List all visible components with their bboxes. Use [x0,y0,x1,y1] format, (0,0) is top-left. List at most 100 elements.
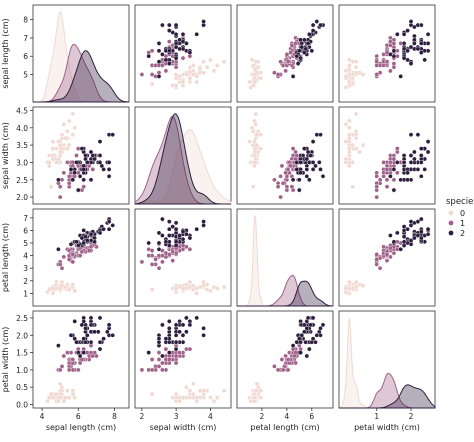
data-point-2 [301,322,307,328]
data-point-1 [272,177,277,183]
data-point-2 [156,59,162,65]
data-point-2 [305,41,311,46]
data-point-2 [412,156,417,162]
data-point-2 [106,160,112,165]
data-point-1 [284,52,290,57]
data-point-2 [308,153,313,158]
data-point-2 [173,220,179,226]
subplot-r0-c2 [236,4,334,103]
data-point-2 [304,353,310,359]
data-point-2 [88,322,94,328]
data-point-2 [418,50,424,55]
data-point-2 [166,219,172,224]
data-point-2 [401,234,407,239]
subplot-r3-c2: 2 4 6 petal length (cm) [236,310,334,432]
data-point-2 [166,350,172,355]
data-point-1 [166,39,172,44]
y-tick-label: 1.0 [16,366,28,375]
data-point-2 [401,224,407,229]
data-point-1 [377,177,383,183]
subplot-frame [236,310,334,409]
data-point-2 [310,160,316,165]
data-point-0 [184,72,189,77]
data-point-2 [97,346,103,352]
data-point-0 [201,388,206,394]
data-point-2 [160,322,165,328]
data-point-0 [250,63,256,68]
data-point-2 [391,48,397,54]
data-point-1 [86,248,92,253]
data-point-1 [57,194,63,200]
data-point-0 [343,74,349,79]
data-point-1 [187,346,193,352]
data-point-2 [408,238,414,243]
data-point-2 [388,173,393,179]
kde-curve-0 [134,129,232,205]
data-point-0 [50,139,56,144]
data-point-1 [278,173,283,179]
data-point-0 [149,81,155,86]
data-point-2 [88,177,94,183]
data-point-2 [166,226,172,232]
data-point-1 [391,156,397,162]
data-point-0 [194,74,199,79]
data-point-0 [59,132,65,137]
data-point-1 [384,258,390,263]
data-point-0 [54,160,59,165]
data-point-0 [173,75,179,81]
data-point-0 [180,79,186,85]
data-point-2 [201,219,206,224]
data-point-2 [408,219,414,224]
data-point-0 [258,388,264,394]
x-axis-label: petal length (cm) [250,423,319,432]
x-tick-label: 1 [374,412,379,421]
data-point-0 [350,59,356,65]
data-point-0 [47,160,52,165]
data-point-1 [374,252,380,257]
data-point-0 [254,381,260,387]
data-point-2 [76,243,81,248]
data-point-2 [415,233,421,238]
data-point-1 [275,367,281,373]
data-point-2 [106,167,112,172]
data-point-2 [313,163,318,169]
data-point-2 [415,167,421,172]
data-point-0 [201,70,206,75]
data-point-2 [298,350,303,355]
data-point-0 [258,75,264,81]
data-point-2 [173,32,179,37]
data-point-1 [61,254,67,260]
data-point-1 [139,367,145,373]
data-point-2 [310,167,316,172]
data-point-1 [388,68,393,74]
data-point-2 [418,173,424,179]
data-point-0 [66,287,72,292]
data-point-2 [106,226,112,232]
data-point-2 [101,226,106,232]
x-tick-label: 6 [76,412,81,421]
data-point-2 [412,37,417,43]
data-point-0 [346,66,352,72]
data-point-2 [79,322,85,328]
data-point-1 [149,367,155,373]
data-point-0 [63,395,68,400]
subplot-r0-c0: 5 6 7 8 sepal length (cm) [1,4,130,103]
data-point-1 [279,357,285,362]
data-point-2 [156,41,162,46]
data-point-0 [353,70,359,75]
data-point-1 [166,252,172,257]
data-point-0 [258,146,264,151]
data-point-2 [74,160,79,165]
data-point-2 [401,239,407,245]
data-point-2 [304,173,310,179]
data-point-2 [56,177,61,183]
data-point-2 [405,170,410,176]
data-point-1 [285,357,291,362]
data-point-2 [68,241,74,247]
data-point-0 [149,391,155,397]
data-point-1 [57,184,63,189]
data-point-1 [381,244,386,250]
data-point-2 [394,230,400,236]
data-point-2 [163,239,169,245]
data-point-2 [68,332,74,338]
